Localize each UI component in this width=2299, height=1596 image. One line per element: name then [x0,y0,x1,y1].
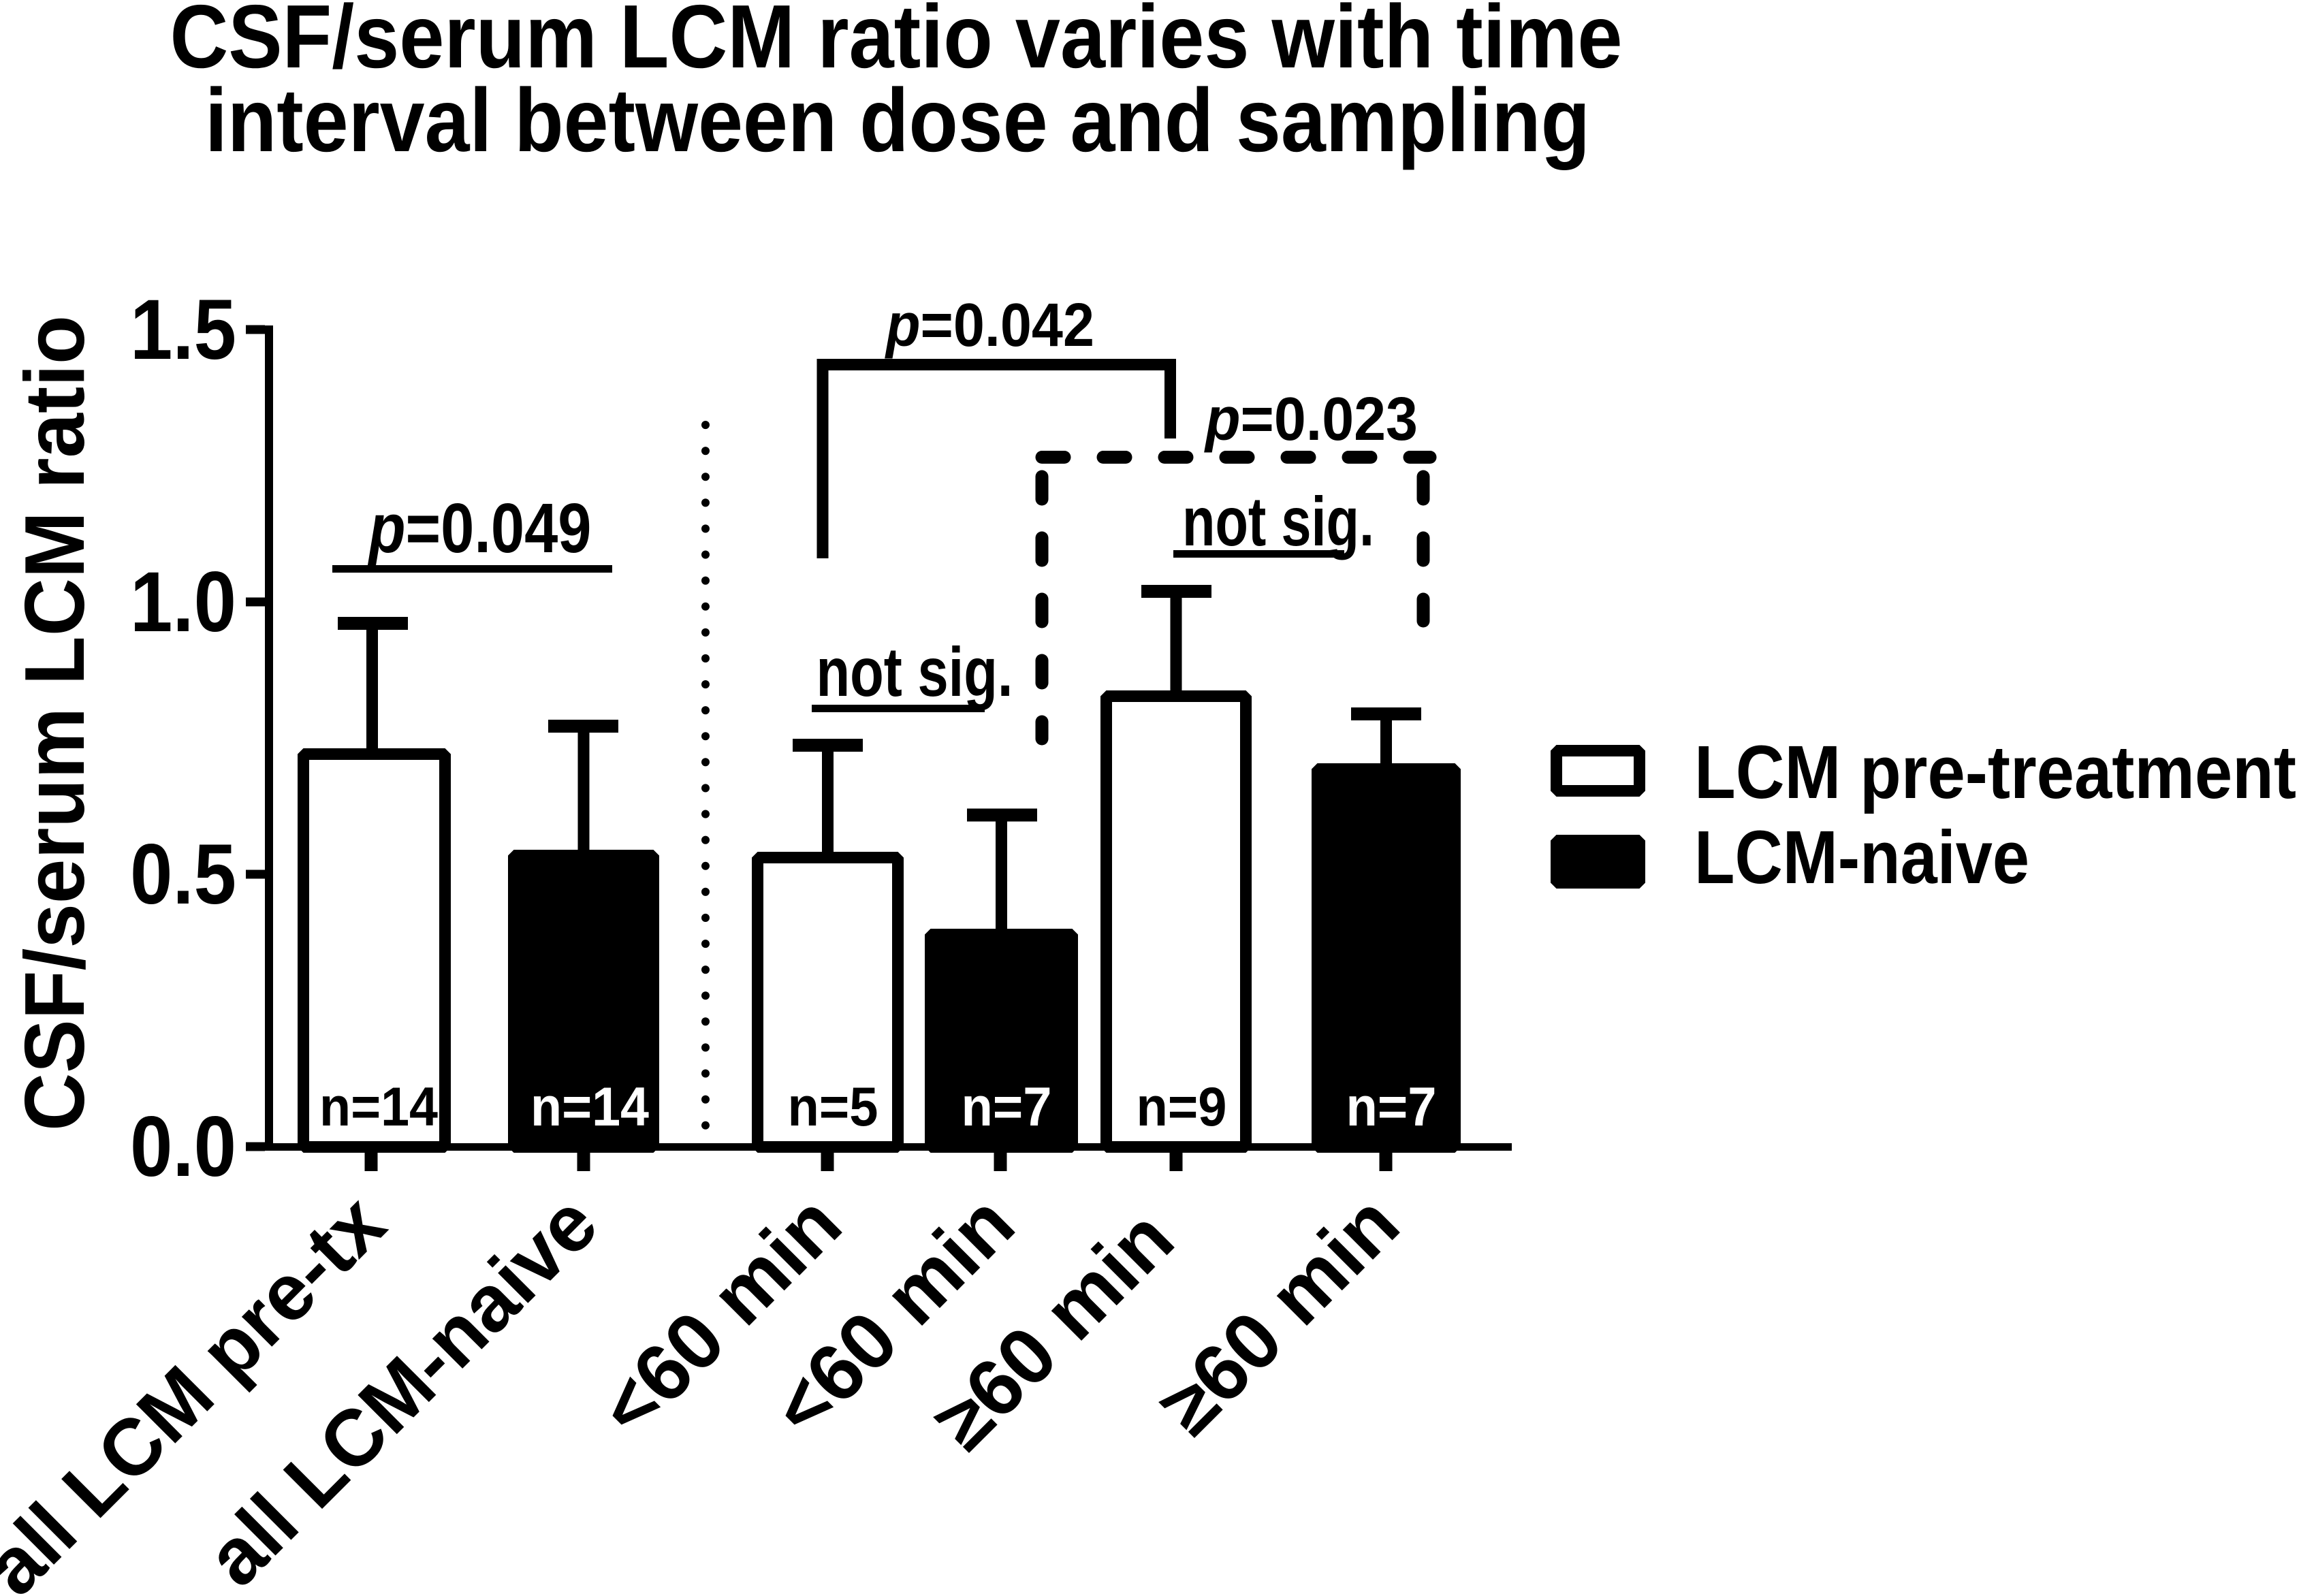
svg-text:n=7: n=7 [1346,1076,1437,1138]
svg-text:LCM-naive: LCM-naive [1694,816,2029,899]
svg-text:p=0.049: p=0.049 [367,489,592,567]
svg-text:not sig.: not sig. [1182,483,1374,560]
svg-text:0.0: 0.0 [130,1100,236,1194]
svg-text:CSF/serum LCM ratio varies wit: CSF/serum LCM ratio varies with time [170,0,1623,86]
svg-text:not sig.: not sig. [816,633,1013,711]
svg-text:1.5: 1.5 [130,283,236,377]
svg-text:0.5: 0.5 [130,827,236,922]
svg-text:p=0.042: p=0.042 [885,291,1094,360]
svg-text:p=0.023: p=0.023 [1204,385,1418,453]
svg-text:n=9: n=9 [1137,1076,1227,1138]
svg-text:CSF/serum LCM ratio: CSF/serum LCM ratio [8,315,102,1131]
svg-text:n=5: n=5 [788,1076,878,1138]
svg-text:n=7: n=7 [962,1076,1052,1138]
svg-text:n=14: n=14 [319,1076,438,1138]
svg-text:n=14: n=14 [530,1076,649,1138]
svg-text:LCM pre-treatment: LCM pre-treatment [1694,731,2296,814]
svg-text:interval between dose and samp: interval between dose and sampling [205,70,1590,170]
svg-text:1.0: 1.0 [130,555,236,650]
